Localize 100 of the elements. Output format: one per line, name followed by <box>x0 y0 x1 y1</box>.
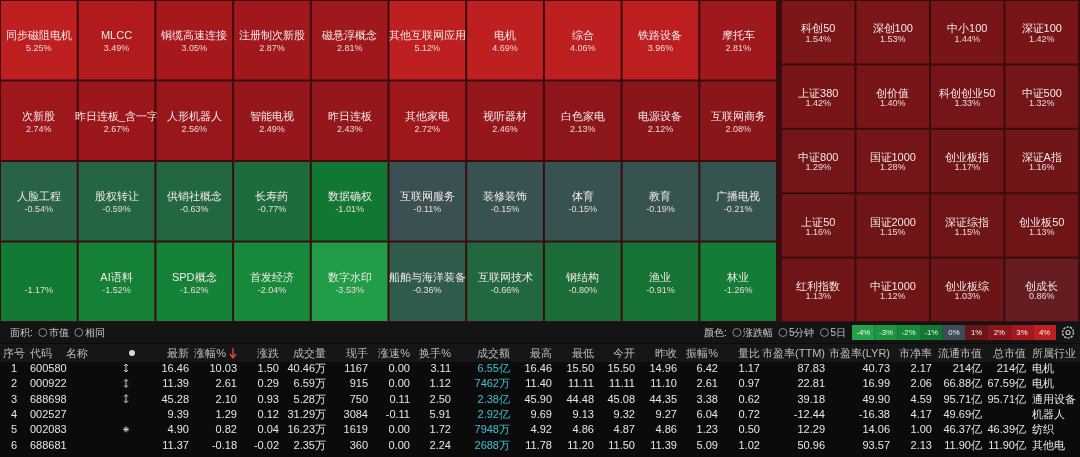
tile-name: 创价值 <box>876 86 910 99</box>
tile-name: 上证380 <box>798 86 839 99</box>
table-cell: 1167 <box>344 362 368 374</box>
tile-name: 中证800 <box>798 151 839 164</box>
tile-value: -0.15% <box>568 204 597 215</box>
tile-name: 其他家电 <box>405 109 450 122</box>
tile-value: 3.49% <box>103 43 130 54</box>
table-cell: 45.90 <box>524 392 552 405</box>
column-header: 振幅% <box>686 347 718 359</box>
tile-name: 昨日连板_含一字 <box>75 109 159 122</box>
tile-value: 2.67% <box>103 123 130 134</box>
tile-name: 白色家电 <box>560 109 605 122</box>
column-header: 所属行业 <box>1032 347 1076 359</box>
control-label: 5分钟 <box>788 327 815 338</box>
tile-name: 中证500 <box>1021 86 1062 99</box>
tile-name: 创业板指 <box>945 151 990 164</box>
tile-name: 昨日连板 <box>327 109 372 122</box>
tile-name: 铜缆高速连接 <box>161 29 228 42</box>
table-cell: -0.11 <box>385 408 410 421</box>
tile-name: 供销社概念 <box>166 190 222 203</box>
tile-value: -0.11% <box>413 204 442 215</box>
table-cell: 002527 <box>30 408 67 421</box>
tile-value: -1.26% <box>723 284 753 295</box>
table-cell: 11.39 <box>650 438 677 451</box>
tile-value: 1.29% <box>805 162 831 173</box>
table-cell: 46.37亿 <box>943 423 982 436</box>
tile-value: -2.04% <box>257 284 287 295</box>
tile-value: 1.40% <box>880 98 906 109</box>
table-cell: 4.90 <box>167 423 189 436</box>
table-cell: -16.38 <box>858 408 890 421</box>
control-label: 面积: <box>10 327 33 338</box>
tile-name: 深证综指 <box>945 215 990 228</box>
table-cell: 16.46 <box>524 362 552 374</box>
table-cell: 9.27 <box>655 408 677 421</box>
tile-value: 1.15% <box>954 226 980 237</box>
column-header: 今开 <box>613 347 635 359</box>
table-cell: 6.55亿 <box>477 362 510 374</box>
table-cell: 0.00 <box>388 377 410 390</box>
tile-name: 铁路设备 <box>638 29 683 42</box>
tile-value: 1.13% <box>805 291 831 302</box>
tile-value: 3.05% <box>181 43 207 54</box>
table-cell: 002083 <box>30 423 67 436</box>
tile-value: 2.56% <box>181 123 207 134</box>
tile-value: -0.15% <box>490 204 520 215</box>
tile-value: 1.12% <box>880 291 906 302</box>
tile-value: 2.12% <box>647 123 674 134</box>
table-cell: -0.02 <box>253 438 279 451</box>
tile-name: 人脸工程 <box>16 190 61 203</box>
table-cell: 0.00 <box>388 438 410 451</box>
tile-value: 1.16% <box>1029 162 1055 173</box>
table-cell: 16.46 <box>161 362 189 374</box>
tile-name: 林业 <box>727 270 750 283</box>
tile-value: 1.13% <box>1029 226 1055 237</box>
tile-name: 国证1000 <box>869 151 916 164</box>
tile-name: 摩托车 <box>721 29 755 42</box>
tile-value: 1.32% <box>1029 98 1055 109</box>
tile-value: 4.69% <box>492 43 518 54</box>
table-cell: 5.91 <box>429 408 451 421</box>
table-cell: 15.50 <box>607 362 635 374</box>
table-cell: 10.03 <box>209 362 237 374</box>
tile-value: 1.17% <box>954 162 980 173</box>
tile-value: 5.25% <box>26 43 52 54</box>
column-header: 量比 <box>738 347 760 359</box>
tile-value: -0.80% <box>568 284 597 295</box>
table-cell: 其他电 <box>1032 438 1065 451</box>
column-header: 昨收 <box>655 347 677 359</box>
table-cell: 5.28万 <box>293 392 326 405</box>
column-header: 序号 <box>3 347 25 359</box>
table-cell: 6.04 <box>696 408 718 421</box>
tile-name: AI语料 <box>100 270 133 283</box>
table-cell: 3084 <box>343 408 368 421</box>
tile-value: -1.62% <box>180 284 209 295</box>
table-cell: 9.69 <box>530 408 552 421</box>
table-cell: 2.13 <box>910 438 932 451</box>
table-cell: 0.00 <box>388 423 410 436</box>
table-cell: 0.93 <box>257 392 279 405</box>
tile-value: 4.06% <box>570 43 596 54</box>
tile-name: 船舶与海洋装备 <box>388 270 466 283</box>
tile-name: 同步磁阻电机 <box>5 29 72 42</box>
tile-value: 2.81% <box>725 43 751 54</box>
tile-name: SPD概念 <box>171 270 217 283</box>
tile-value: 1.03% <box>954 291 980 302</box>
tile-value: -1.17% <box>24 284 54 295</box>
tile-name: 钢结构 <box>566 270 600 283</box>
tile-value: -1.01% <box>335 204 364 215</box>
tile-name: 其他互联网应用 <box>388 29 466 42</box>
table-cell: 12.29 <box>797 423 825 436</box>
table-cell: 4.92 <box>530 423 552 436</box>
column-header: 涨速% <box>378 347 410 359</box>
table-cell: 4.59 <box>910 392 932 405</box>
table-cell: 11.10 <box>650 377 677 390</box>
tile-value: 1.53% <box>880 33 906 44</box>
tile-name: 深证A指 <box>1021 151 1062 164</box>
tile-value: 1.15% <box>880 226 906 237</box>
table-cell: 7948万 <box>474 423 510 436</box>
table-cell: 11.90亿 <box>944 438 982 451</box>
table-cell: 67.59亿 <box>987 377 1026 390</box>
column-header: 涨跌 <box>257 347 279 359</box>
column-header: 流通市值 <box>938 347 982 359</box>
table-cell: 电机 <box>1032 377 1054 390</box>
